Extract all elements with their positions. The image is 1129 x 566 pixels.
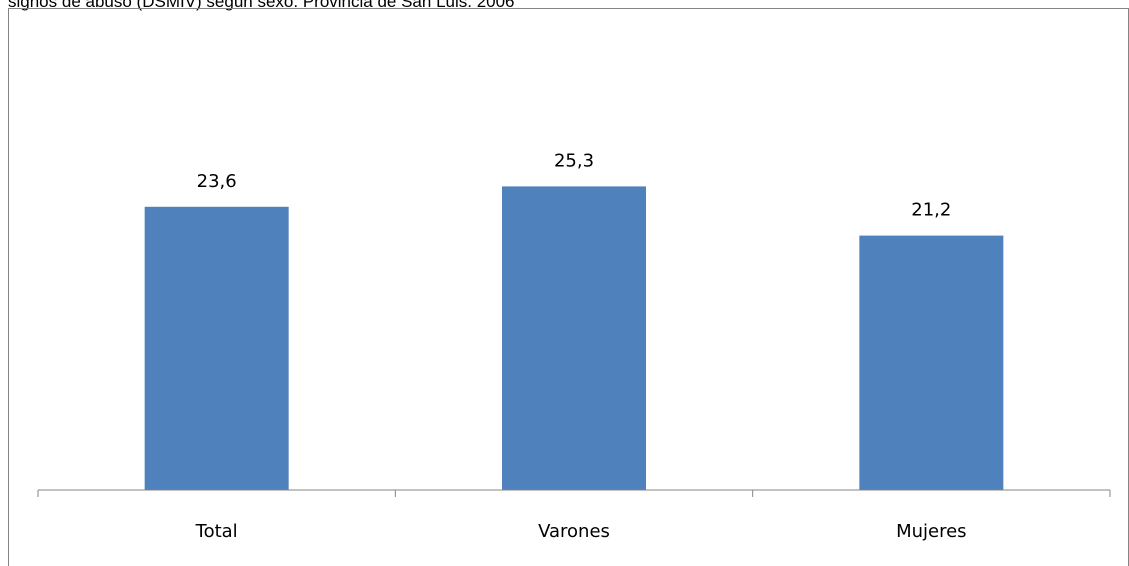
chart-title: signos de abuso (DSMIV) según sexo. Prov… <box>8 0 515 11</box>
x-axis-ticks <box>37 490 1111 497</box>
category-label-total: Total <box>195 521 238 542</box>
value-label-total: 23,6 <box>197 171 237 192</box>
labels-group: 23,6 Total 25,3 Varones 21,2 Mujeres <box>195 150 967 542</box>
value-label-mujeres: 21,2 <box>911 200 951 221</box>
category-label-mujeres: Mujeres <box>896 521 966 542</box>
category-label-varones: Varones <box>538 521 610 542</box>
bars-group <box>144 186 1004 491</box>
bar-varones <box>502 186 646 490</box>
value-label-varones: 25,3 <box>554 150 594 171</box>
bar-total <box>144 206 289 491</box>
bar-mujeres <box>859 235 1004 490</box>
